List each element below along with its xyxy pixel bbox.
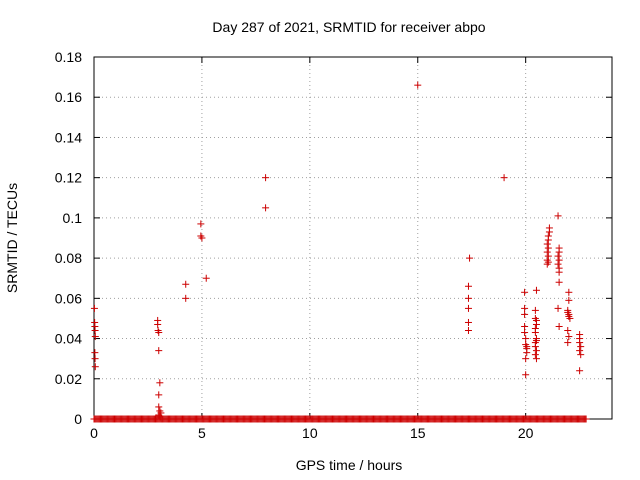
data-point (565, 288, 573, 296)
data-point (564, 339, 572, 347)
data-point (464, 294, 472, 302)
data-point (521, 310, 529, 318)
data-point (532, 286, 540, 294)
data-point (90, 304, 98, 312)
data-point (531, 306, 539, 314)
data-points (90, 81, 590, 423)
data-point (262, 204, 270, 212)
data-point (577, 343, 585, 351)
x-tick-label: 10 (302, 425, 318, 441)
data-point (154, 320, 162, 328)
data-point (522, 355, 530, 363)
data-point (521, 329, 529, 337)
data-point (523, 349, 531, 357)
axis-ticks (93, 56, 612, 420)
y-tick-label: 0.06 (55, 290, 82, 306)
data-point-zero (582, 415, 590, 423)
y-tick-label: 0.1 (63, 210, 83, 226)
data-point (466, 254, 474, 262)
data-point (576, 347, 584, 355)
data-point (464, 327, 472, 335)
data-point (545, 228, 553, 236)
data-point (521, 288, 529, 296)
y-tick-label: 0.18 (55, 49, 82, 65)
y-tick-label: 0.04 (55, 331, 82, 347)
data-point (532, 355, 540, 363)
x-tick-labels: 0 5 10 15 20 (90, 425, 534, 441)
data-point (155, 347, 163, 355)
data-point (182, 280, 190, 288)
data-point (156, 379, 164, 387)
data-point (554, 212, 562, 220)
data-point (464, 282, 472, 290)
x-tick-label: 20 (518, 425, 534, 441)
data-point (555, 322, 563, 330)
data-point (202, 274, 210, 282)
data-point (521, 304, 529, 312)
data-point (198, 234, 206, 242)
chart-title: Day 287 of 2021, SRMTID for receiver abp… (212, 19, 485, 35)
data-point (543, 260, 551, 268)
data-point (531, 343, 539, 351)
y-tick-label: 0 (74, 411, 82, 427)
data-point (543, 248, 551, 256)
data-point (566, 314, 574, 322)
data-point (577, 351, 585, 359)
data-point (544, 252, 552, 260)
data-point (532, 320, 540, 328)
data-point (555, 256, 563, 264)
data-point (91, 349, 99, 357)
y-tick-label: 0.12 (55, 170, 82, 186)
y-tick-label: 0.02 (55, 371, 82, 387)
data-point (576, 339, 584, 347)
data-point (262, 174, 270, 182)
data-point (543, 240, 551, 248)
data-point (155, 391, 163, 399)
data-point (531, 351, 539, 359)
data-point (500, 174, 508, 182)
x-tick-label: 15 (410, 425, 426, 441)
data-point (521, 322, 529, 330)
data-point (576, 367, 584, 375)
data-point (414, 81, 422, 89)
data-point (182, 294, 190, 302)
data-point (554, 304, 562, 312)
grid-lines (94, 57, 612, 419)
data-point (555, 268, 563, 276)
data-point (91, 333, 99, 341)
data-point (554, 252, 562, 260)
y-tick-label: 0.08 (55, 250, 82, 266)
data-point (464, 318, 472, 326)
data-point (522, 371, 530, 379)
y-tick-label: 0.14 (55, 129, 82, 145)
data-point (555, 278, 563, 286)
data-point (91, 327, 99, 335)
y-tick-labels: 0 0.02 0.04 0.06 0.08 0.1 0.12 0.14 0.16 0.18 (55, 49, 82, 427)
data-point (156, 413, 164, 421)
y-axis-label: SRMTID / TECUs (4, 183, 20, 293)
plot-frame (93, 56, 613, 420)
data-point (464, 304, 472, 312)
data-point (532, 347, 540, 355)
data-point (554, 260, 562, 268)
data-point (91, 363, 99, 371)
data-point (155, 403, 163, 411)
data-point (197, 220, 205, 228)
data-point (564, 327, 572, 335)
data-point (522, 335, 530, 343)
x-tick-label: 5 (198, 425, 206, 441)
data-point (555, 248, 563, 256)
data-point (544, 236, 552, 244)
y-tick-label: 0.16 (55, 89, 82, 105)
data-point (565, 333, 573, 341)
data-point (565, 296, 573, 304)
data-point (91, 355, 99, 363)
data-point (155, 329, 163, 337)
data-point (544, 244, 552, 252)
x-axis-label: GPS time / hours (296, 457, 403, 473)
data-point (531, 329, 539, 337)
x-tick-label: 0 (90, 425, 98, 441)
